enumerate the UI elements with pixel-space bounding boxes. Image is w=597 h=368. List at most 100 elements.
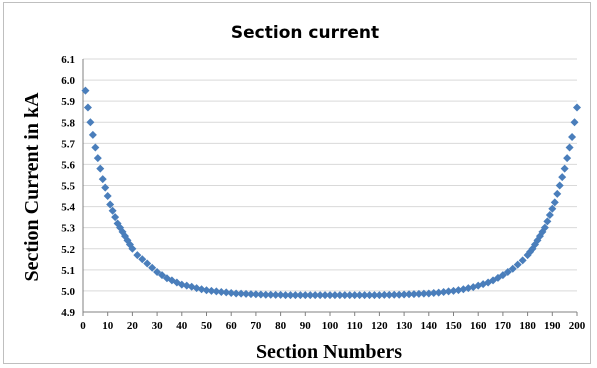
data-point [133,251,142,260]
x-tick-label: 180 [519,320,536,332]
x-tick-label: 90 [300,320,312,332]
data-point [212,287,221,296]
data-point [81,86,90,95]
data-point [101,183,110,192]
data-point [355,291,364,300]
x-tick-label: 70 [250,320,262,332]
data-point [345,291,354,300]
x-tick-label: 170 [495,320,512,332]
data-point [153,267,162,276]
data-point [424,289,433,298]
data-point [88,130,97,139]
y-tick-label: 5.2 [61,244,75,256]
data-point [237,289,246,298]
x-tick-label: 60 [226,320,238,332]
data-point [548,204,557,213]
data-point [553,189,562,198]
x-tick-label: 30 [152,320,164,332]
x-tick-label: 0 [80,320,86,332]
data-point [439,287,448,296]
data-point [563,154,572,163]
data-point [429,289,438,298]
gridlines [83,58,577,292]
data-point [434,288,443,297]
data-point [550,198,559,207]
data-point [513,260,522,269]
x-tick-label: 150 [445,320,462,332]
data-point [128,244,137,253]
data-point [256,290,265,299]
data-points [81,86,581,300]
data-point [83,103,92,112]
data-point [103,192,112,201]
data-point [207,286,216,295]
data-point [106,200,115,209]
y-tick-label: 6.0 [61,75,75,87]
data-point [148,263,157,272]
data-point [454,286,463,295]
data-point [291,291,300,300]
data-point [311,291,320,300]
y-tick-label: 4.9 [61,307,75,319]
data-point [111,213,120,222]
x-tick-label: 140 [421,320,438,332]
data-point [301,291,310,300]
data-point [419,289,428,298]
data-point [296,291,305,300]
data-point [316,291,325,300]
chart-frame [3,2,591,364]
data-point [543,217,552,226]
data-point [261,290,270,299]
data-point [330,291,339,300]
data-point [96,164,105,173]
data-point [326,291,334,300]
y-tick-label: 5.1 [61,265,75,277]
data-point [266,290,275,299]
x-tick-label: 160 [470,320,487,332]
data-point [276,290,285,299]
y-tick-label: 5.3 [61,223,75,235]
data-point [380,290,389,299]
x-tick-label: 20 [127,320,139,332]
data-point [246,290,255,299]
data-point [558,173,567,182]
data-point [108,206,117,215]
chart-title: Section current [231,23,379,43]
data-point [449,286,458,295]
data-point [143,259,152,268]
data-point [573,103,581,112]
x-tick-label: 100 [322,320,339,332]
x-tick-label: 190 [544,320,561,332]
data-point [545,211,554,220]
x-axis-title: Section Numbers [256,341,402,363]
data-point [498,271,507,280]
x-tick-label: 120 [371,320,388,332]
data-point [217,287,226,296]
data-point [375,291,384,300]
data-point [560,164,569,173]
data-point [565,143,574,152]
data-point [508,264,517,273]
data-point [390,290,399,299]
data-point [202,286,211,295]
data-point [385,290,394,299]
x-tick-label: 130 [396,320,413,332]
data-point [93,154,102,163]
data-point [86,118,95,127]
data-point [232,289,241,298]
x-tick-label: 110 [347,320,363,332]
y-tick-label: 5.9 [61,96,75,108]
data-point [98,175,107,184]
data-point [365,291,374,300]
y-tick-label: 5.4 [61,202,75,214]
y-tick-label: 5.0 [61,286,75,298]
data-point [409,290,418,299]
x-tick-label: 200 [569,320,586,332]
x-tick-labels: 0 10 20 30 40 50 60 70 80 90 100 110 120 130 140 150 160… [80,312,586,332]
data-point [158,271,167,280]
data-point [414,289,423,298]
data-point [568,133,577,142]
data-point [306,291,315,300]
data-point [251,290,260,299]
